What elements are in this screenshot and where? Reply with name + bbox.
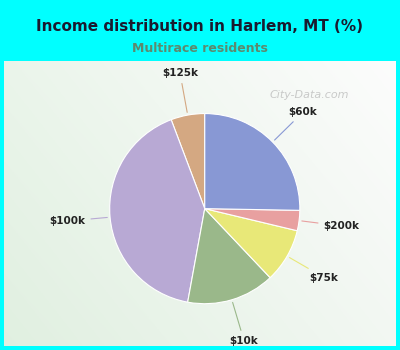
Text: $10k: $10k [230, 302, 258, 346]
Text: City-Data.com: City-Data.com [270, 91, 350, 100]
Text: $125k: $125k [162, 68, 198, 112]
Text: Multirace residents: Multirace residents [132, 42, 268, 55]
Text: $100k: $100k [50, 216, 107, 226]
Wedge shape [171, 113, 205, 209]
Wedge shape [205, 209, 297, 278]
Wedge shape [205, 113, 300, 210]
Text: Income distribution in Harlem, MT (%): Income distribution in Harlem, MT (%) [36, 19, 364, 34]
Wedge shape [110, 120, 205, 302]
Text: $60k: $60k [274, 107, 318, 140]
Wedge shape [205, 209, 300, 231]
Text: $200k: $200k [302, 221, 360, 231]
Text: $75k: $75k [290, 258, 338, 282]
Wedge shape [188, 209, 270, 304]
